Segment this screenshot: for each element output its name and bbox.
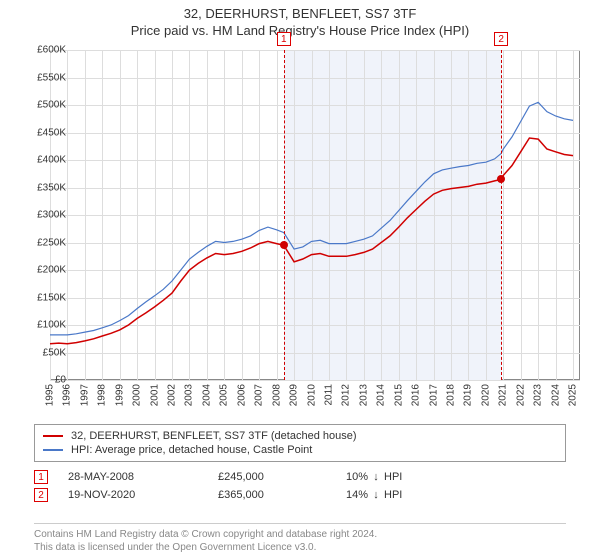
tx-label: HPI — [384, 471, 424, 483]
x-tick-label: 2025 — [568, 384, 579, 406]
y-tick-label: £50K — [22, 347, 66, 358]
x-tick-label: 2000 — [132, 384, 143, 406]
y-tick-label: £250K — [22, 237, 66, 248]
x-tick-label: 2014 — [376, 384, 387, 406]
legend-swatch-hpi — [43, 449, 63, 451]
x-tick-label: 2011 — [323, 384, 334, 406]
x-tick-label: 2024 — [550, 384, 561, 406]
legend: 32, DEERHURST, BENFLEET, SS7 3TF (detach… — [34, 424, 566, 462]
legend-label-hpi: HPI: Average price, detached house, Cast… — [71, 444, 312, 456]
x-tick-label: 1998 — [97, 384, 108, 406]
transaction-row: 1 28-MAY-2008 £245,000 10% ↓ HPI — [34, 468, 566, 486]
y-tick-label: £600K — [22, 45, 66, 56]
footer-line2: This data is licensed under the Open Gov… — [34, 541, 566, 554]
x-tick-label: 2012 — [341, 384, 352, 406]
x-tick-label: 2015 — [393, 384, 404, 406]
tx-marker-1: 1 — [34, 470, 48, 484]
x-tick-label: 2002 — [167, 384, 178, 406]
y-tick-label: £300K — [22, 210, 66, 221]
x-tick-label: 2003 — [184, 384, 195, 406]
y-tick-label: £100K — [22, 320, 66, 331]
legend-item-property: 32, DEERHURST, BENFLEET, SS7 3TF (detach… — [43, 429, 557, 443]
transaction-row: 2 19-NOV-2020 £365,000 14% ↓ HPI — [34, 486, 566, 504]
x-tick-label: 2009 — [289, 384, 300, 406]
down-arrow-icon: ↓ — [368, 471, 384, 483]
chart-container: 32, DEERHURST, BENFLEET, SS7 3TF Price p… — [0, 0, 600, 560]
tx-price: £365,000 — [218, 489, 318, 501]
series-hpi — [50, 102, 573, 335]
marker-point-2 — [497, 175, 505, 183]
tx-marker-2: 2 — [34, 488, 48, 502]
x-tick-label: 1999 — [114, 384, 125, 406]
marker-point-1 — [280, 241, 288, 249]
transactions-table: 1 28-MAY-2008 £245,000 10% ↓ HPI 2 19-NO… — [34, 468, 566, 504]
y-tick-label: £150K — [22, 292, 66, 303]
x-tick-label: 2006 — [236, 384, 247, 406]
x-tick-label: 2023 — [533, 384, 544, 406]
x-tick-label: 2008 — [271, 384, 282, 406]
footer: Contains HM Land Registry data © Crown c… — [34, 523, 566, 554]
address-title: 32, DEERHURST, BENFLEET, SS7 3TF — [0, 6, 600, 21]
tx-date: 19-NOV-2020 — [68, 489, 218, 501]
x-tick-label: 1996 — [62, 384, 73, 406]
x-tick-label: 2001 — [149, 384, 160, 406]
y-tick-label: £450K — [22, 127, 66, 138]
marker-box-1: 1 — [277, 32, 291, 46]
chart-area: 12 — [50, 50, 580, 380]
x-tick-label: 2004 — [201, 384, 212, 406]
x-tick-label: 2010 — [306, 384, 317, 406]
x-tick-label: 2005 — [219, 384, 230, 406]
x-tick-label: 1997 — [79, 384, 90, 406]
tx-pct: 14% — [318, 489, 368, 501]
x-tick-label: 2021 — [498, 384, 509, 406]
x-tick-label: 2019 — [463, 384, 474, 406]
y-tick-label: £350K — [22, 182, 66, 193]
x-tick-label: 2007 — [254, 384, 265, 406]
x-tick-label: 2017 — [428, 384, 439, 406]
legend-label-property: 32, DEERHURST, BENFLEET, SS7 3TF (detach… — [71, 430, 357, 442]
subtitle: Price paid vs. HM Land Registry's House … — [0, 23, 600, 38]
x-tick-label: 2022 — [515, 384, 526, 406]
titles: 32, DEERHURST, BENFLEET, SS7 3TF Price p… — [0, 0, 600, 38]
x-tick-label: 2020 — [480, 384, 491, 406]
x-tick-label: 2018 — [445, 384, 456, 406]
y-tick-label: £400K — [22, 155, 66, 166]
legend-item-hpi: HPI: Average price, detached house, Cast… — [43, 443, 557, 457]
x-tick-label: 2013 — [358, 384, 369, 406]
tx-pct: 10% — [318, 471, 368, 483]
legend-swatch-property — [43, 435, 63, 437]
y-tick-label: £500K — [22, 100, 66, 111]
y-tick-label: £550K — [22, 72, 66, 83]
marker-box-2: 2 — [494, 32, 508, 46]
x-tick-label: 2016 — [411, 384, 422, 406]
x-tick-label: 1995 — [45, 384, 56, 406]
tx-label: HPI — [384, 489, 424, 501]
footer-line1: Contains HM Land Registry data © Crown c… — [34, 528, 566, 541]
tx-date: 28-MAY-2008 — [68, 471, 218, 483]
tx-price: £245,000 — [218, 471, 318, 483]
down-arrow-icon: ↓ — [368, 489, 384, 501]
y-tick-label: £200K — [22, 265, 66, 276]
